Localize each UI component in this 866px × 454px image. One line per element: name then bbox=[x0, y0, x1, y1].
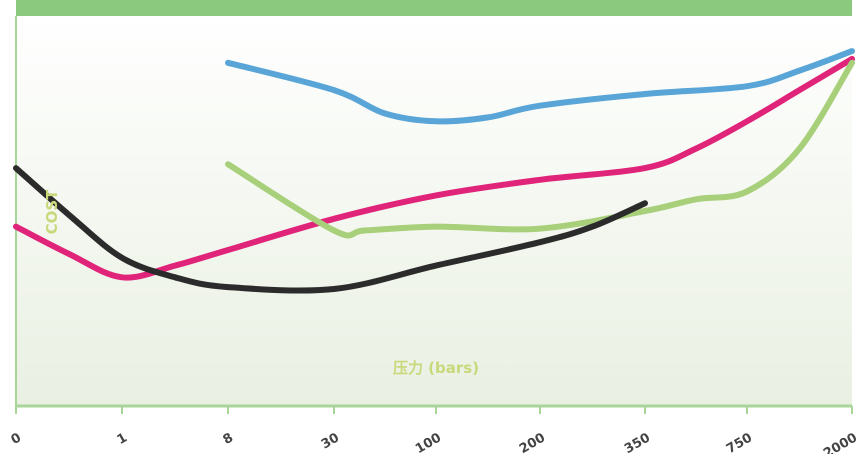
x-tick-label: 750 bbox=[724, 430, 755, 454]
x-ticks: 0 1 8 30 100 200 350 750 2000 bbox=[9, 406, 860, 454]
series-line-2 bbox=[13, 55, 855, 281]
series-line-1 bbox=[225, 48, 855, 125]
x-axis-title: 压力 (bars) bbox=[393, 359, 479, 377]
series-line-3 bbox=[225, 59, 855, 239]
x-tick-label: 350 bbox=[622, 430, 653, 454]
x-tick-label: 8 bbox=[221, 430, 236, 448]
plot-background bbox=[16, 16, 852, 406]
series-line-4 bbox=[13, 165, 648, 294]
series-layer bbox=[13, 48, 855, 294]
x-tick-label: 2000 bbox=[821, 430, 860, 454]
x-tick-label: 0 bbox=[9, 430, 24, 448]
y-axis-title: COST bbox=[43, 189, 61, 235]
header-band bbox=[16, 0, 852, 16]
x-tick-label: 100 bbox=[413, 430, 444, 454]
x-tick-label: 1 bbox=[115, 430, 130, 448]
x-tick-label: 30 bbox=[319, 430, 342, 452]
x-tick-label: 200 bbox=[517, 430, 548, 454]
